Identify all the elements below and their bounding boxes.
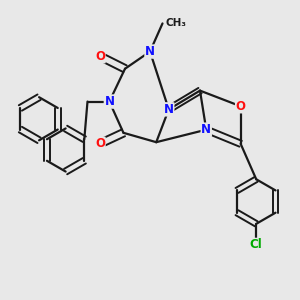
Text: N: N: [164, 103, 174, 116]
Text: O: O: [95, 50, 105, 63]
Text: N: N: [104, 95, 114, 108]
Text: N: N: [201, 123, 211, 136]
Text: N: N: [145, 45, 155, 58]
Text: O: O: [95, 137, 105, 150]
Text: Cl: Cl: [250, 238, 262, 251]
Text: O: O: [236, 100, 246, 113]
Text: CH₃: CH₃: [166, 18, 187, 28]
